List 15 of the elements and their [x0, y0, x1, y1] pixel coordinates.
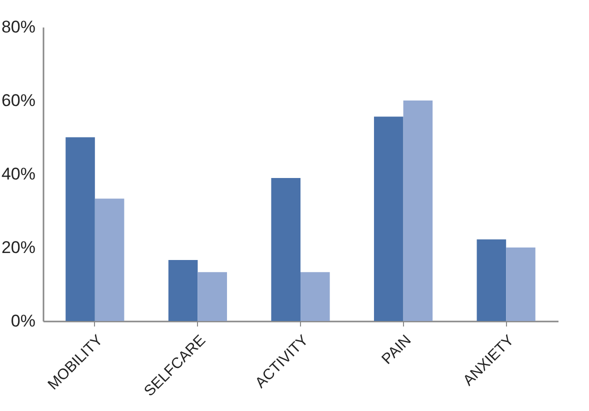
- bar: [66, 137, 95, 321]
- y-tick-label: 0%: [10, 312, 36, 330]
- bar: [198, 272, 227, 321]
- y-tick-label: 80%: [1, 18, 36, 36]
- bar: [374, 116, 404, 321]
- y-tick-label: 20%: [1, 238, 36, 257]
- bar: [476, 239, 506, 321]
- bar: [94, 198, 124, 321]
- y-tick-label: 40%: [1, 164, 36, 184]
- bar: [271, 178, 300, 321]
- y-tick-label: 60%: [1, 91, 36, 110]
- bar: [300, 272, 330, 321]
- bar: [168, 260, 198, 321]
- bar: [506, 248, 536, 321]
- bar: [403, 100, 433, 321]
